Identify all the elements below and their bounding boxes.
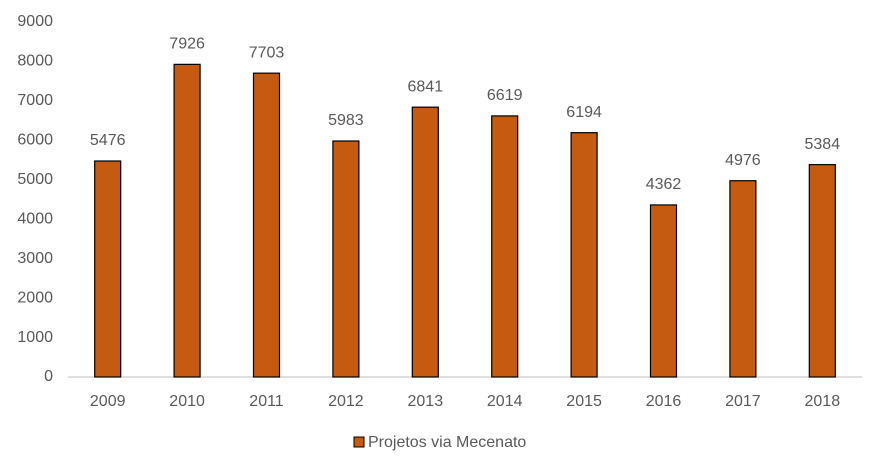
data-label: 4362 [646,176,682,193]
data-label: 4976 [725,152,761,169]
bar [808,164,836,378]
x-tick-label: 2010 [169,393,205,410]
data-label: 6619 [487,87,523,104]
bar [94,160,122,378]
legend-swatch [353,436,365,448]
data-label: 5983 [328,112,364,129]
bar [252,72,281,378]
y-tick-label: 0 [44,368,53,385]
y-tick-label: 4000 [17,210,53,227]
data-label: 5384 [805,136,841,153]
x-tick-label: 2012 [328,393,364,410]
y-tick-label: 6000 [17,132,53,149]
bar [729,180,757,378]
y-tick-label: 2000 [17,289,53,306]
x-tick-label: 2015 [566,393,602,410]
y-tick-label: 5000 [17,171,53,188]
x-tick-label: 2011 [249,393,284,410]
data-label: 6841 [408,78,444,95]
y-tick-label: 9000 [17,13,53,30]
y-tick-label: 3000 [17,250,53,267]
bar [491,115,519,378]
x-tick-label: 2013 [408,393,444,410]
x-tick-label: 2016 [646,393,682,410]
bar [570,132,598,378]
data-label: 7703 [249,44,285,61]
x-tick-label: 2014 [487,393,523,410]
bar [411,106,439,378]
x-tick-label: 2017 [725,393,761,410]
data-label: 6194 [566,104,602,121]
x-tick-label: 2009 [90,393,126,410]
bar [649,204,678,378]
y-tick-label: 7000 [17,92,53,109]
bar [332,140,360,378]
x-tick-label: 2018 [805,393,841,410]
bar [173,63,201,378]
y-tick-label: 1000 [17,329,53,346]
data-label: 5476 [90,132,126,149]
y-tick-label: 8000 [17,53,53,70]
data-label: 7926 [169,36,205,53]
legend-label: Projetos via Mecenato [368,434,526,451]
